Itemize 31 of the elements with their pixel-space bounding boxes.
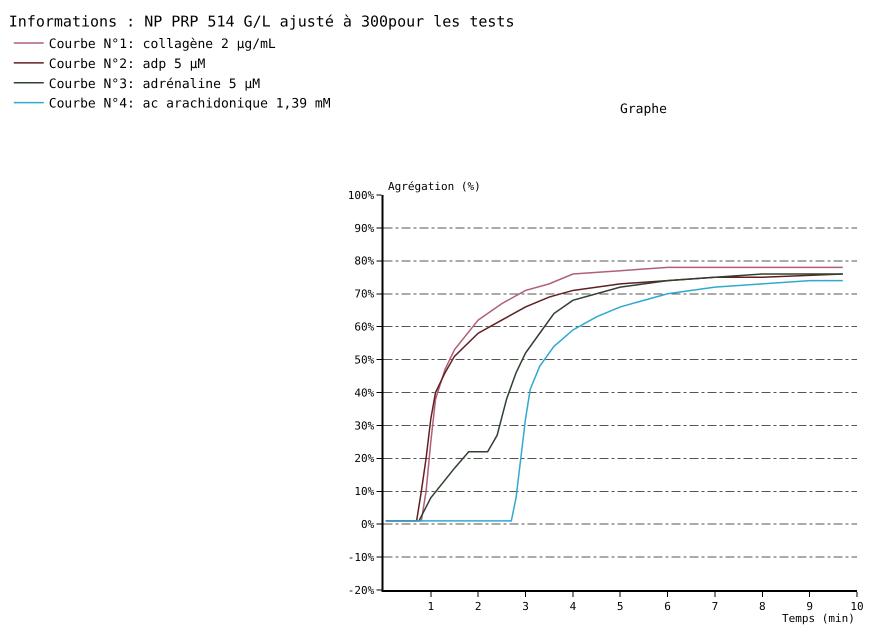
x-tick-label: 7 bbox=[712, 600, 718, 614]
y-tick-label: 80% bbox=[354, 254, 375, 268]
y-tick-label: -20% bbox=[348, 584, 375, 597]
y-tick-label: 40% bbox=[354, 386, 375, 400]
x-tick-label: 1 bbox=[428, 600, 434, 614]
legend-label: Courbe N°2: adp 5 µM bbox=[48, 56, 206, 72]
legend-label: Courbe N°4: ac arachidonique 1,39 mM bbox=[48, 96, 331, 112]
legend-label: Courbe N°1: collagène 2 µg/mL bbox=[48, 37, 276, 52]
y-tick-label: -10% bbox=[348, 550, 375, 564]
y-tick-label: 20% bbox=[354, 452, 375, 466]
x-axis-title: Temps (min) bbox=[782, 612, 855, 625]
x-tick-label: 4 bbox=[570, 600, 577, 614]
y-tick-label: 70% bbox=[354, 288, 375, 301]
x-tick-label: 3 bbox=[522, 600, 529, 614]
text: Informations : NP PRP 514 G/L ajusté à 300pour les tests bbox=[8, 12, 514, 30]
chart-subtitle: Graphe bbox=[620, 102, 668, 117]
y-axis-title: Agrégation (%) bbox=[388, 180, 481, 193]
y-tick-label: 100% bbox=[348, 188, 375, 202]
x-tick-label: 2 bbox=[474, 600, 482, 614]
y-tick-label: 90% bbox=[354, 222, 375, 235]
y-tick-label: 0% bbox=[361, 518, 375, 532]
x-tick-label: 10 bbox=[850, 600, 864, 614]
x-tick-label: 5 bbox=[616, 600, 624, 614]
y-tick-label: 30% bbox=[354, 419, 375, 432]
y-tick-label: 50% bbox=[354, 353, 375, 366]
x-tick-label: 6 bbox=[664, 600, 671, 614]
y-tick-label: 10% bbox=[354, 485, 375, 498]
y-tick-label: 60% bbox=[354, 320, 375, 334]
x-tick-label: 8 bbox=[758, 600, 766, 614]
x-tick-label: 9 bbox=[806, 600, 813, 614]
legend-label: Courbe N°3: adrénaline 5 µM bbox=[48, 76, 260, 92]
